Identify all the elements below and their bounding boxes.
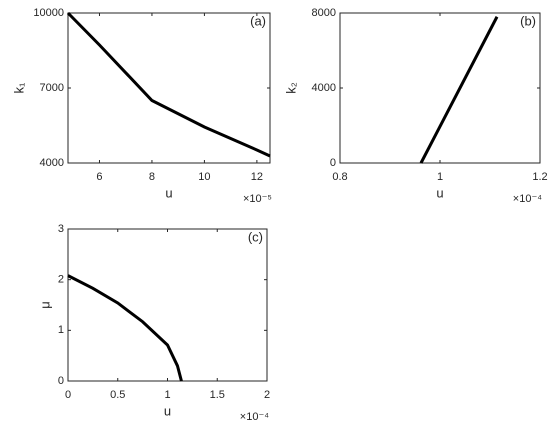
y-tick-label: 7000 <box>40 82 64 94</box>
y-tick-label: 4000 <box>40 157 64 169</box>
x-tick-label: 1.2 <box>532 171 547 183</box>
y-tick-label: 2 <box>58 274 64 286</box>
curve <box>66 11 271 158</box>
y-tick-label: 8000 <box>312 7 336 19</box>
x-exponent: ×10⁻⁴ <box>240 411 269 423</box>
x-tick-label: 0.8 <box>332 171 347 183</box>
y-tick-label: 0 <box>330 157 336 169</box>
x-tick-label: 0 <box>65 389 71 401</box>
x-tick-label: 10 <box>198 171 210 183</box>
x-tick-label: 2 <box>264 389 270 401</box>
x-exponent: ×10⁻⁵ <box>243 193 272 205</box>
panel-label: (a) <box>250 13 266 28</box>
x-tick-label: 6 <box>96 171 102 183</box>
y-axis-label: k₁ <box>11 82 26 94</box>
x-axis-label: u <box>165 185 172 200</box>
y-tick-label: 1 <box>58 324 64 336</box>
panel-label: (b) <box>520 13 536 28</box>
x-tick-label: 8 <box>149 171 155 183</box>
y-axis-label: k₂ <box>283 82 298 94</box>
x-tick-label: 1 <box>437 171 443 183</box>
x-tick-label: 12 <box>251 171 263 183</box>
axes-box <box>67 12 271 164</box>
axes-box <box>67 228 268 382</box>
curve <box>419 16 499 164</box>
y-tick-label: 10000 <box>33 7 64 19</box>
y-tick-label: 4000 <box>312 82 336 94</box>
x-axis-label: u <box>436 185 443 200</box>
y-axis-label: μ <box>37 301 52 309</box>
panel-label: (c) <box>248 229 263 244</box>
x-axis-label: u <box>164 403 171 418</box>
x-exponent: ×10⁻⁴ <box>513 193 542 205</box>
y-tick-label: 3 <box>58 223 64 235</box>
x-tick-label: 1 <box>164 389 170 401</box>
x-tick-label: 1.5 <box>210 389 225 401</box>
curve <box>67 274 183 382</box>
axes-box <box>339 12 541 164</box>
y-tick-label: 0 <box>58 375 64 387</box>
x-tick-label: 0.5 <box>110 389 125 401</box>
